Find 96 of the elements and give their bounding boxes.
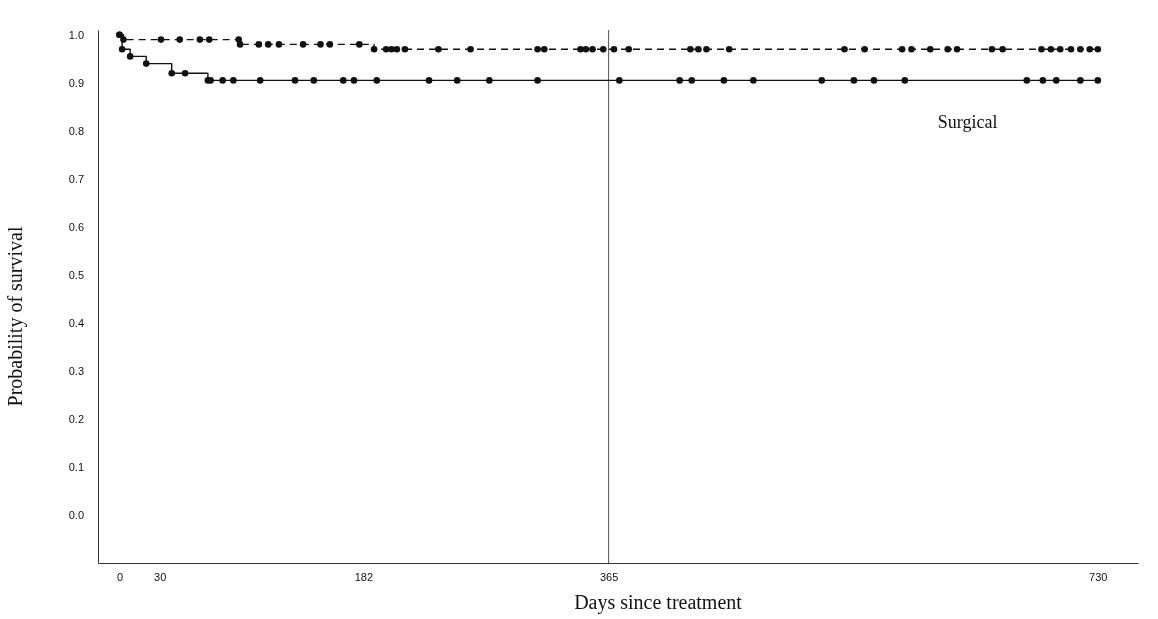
point	[582, 45, 590, 53]
point	[310, 77, 318, 84]
point	[1094, 45, 1102, 53]
point	[540, 45, 548, 53]
point	[370, 45, 378, 53]
point	[534, 77, 541, 84]
point	[898, 45, 906, 53]
point	[388, 45, 395, 53]
point	[168, 69, 176, 77]
point	[841, 45, 848, 53]
point	[687, 45, 694, 53]
point	[577, 45, 584, 53]
x-tick-label: 730	[1089, 570, 1108, 583]
point	[720, 77, 728, 84]
point	[988, 45, 996, 53]
point	[373, 77, 381, 84]
point	[467, 45, 474, 53]
x-tick-label: 30	[154, 570, 167, 583]
point	[275, 41, 283, 48]
point	[356, 41, 363, 48]
point	[453, 77, 461, 84]
point	[299, 41, 307, 48]
point	[393, 45, 401, 53]
point	[126, 53, 134, 60]
point	[1077, 45, 1084, 53]
point	[205, 36, 213, 43]
point	[326, 41, 334, 48]
point	[901, 77, 909, 84]
point	[861, 45, 868, 53]
point	[350, 77, 358, 84]
y-tick-label: 0.9	[68, 76, 84, 89]
point	[230, 77, 237, 84]
point	[1023, 77, 1031, 84]
x-tick-label: 0	[116, 570, 124, 583]
y-tick-label: 0.5	[68, 268, 84, 281]
y-tick-label: 1.0	[68, 28, 84, 41]
point	[236, 41, 244, 48]
point	[317, 41, 324, 48]
point	[181, 69, 189, 77]
point	[725, 45, 733, 53]
point	[850, 77, 858, 84]
point	[610, 45, 618, 53]
point	[255, 41, 263, 48]
point	[625, 45, 633, 53]
point	[589, 45, 596, 53]
y-tick-label: 0.3	[68, 364, 84, 377]
y-axis-title: Probability of survival	[4, 226, 27, 407]
point	[1056, 45, 1064, 53]
y-tick-label: 0.8	[68, 124, 84, 137]
point	[176, 36, 184, 43]
point	[157, 36, 165, 43]
point	[1077, 77, 1084, 84]
point	[926, 45, 934, 53]
x-axis-title: Days since treatment	[574, 591, 743, 614]
point	[1067, 45, 1075, 53]
y-tick-label: 0.2	[68, 412, 84, 425]
point	[435, 45, 442, 53]
point	[750, 77, 757, 84]
y-tick-label: 0.1	[68, 460, 84, 473]
point	[688, 77, 696, 84]
point	[486, 77, 493, 84]
point	[1086, 45, 1094, 53]
x-tick-label: 365	[599, 570, 619, 583]
point	[196, 36, 204, 43]
point	[118, 45, 126, 53]
point	[1039, 77, 1047, 84]
point	[339, 77, 347, 84]
y-tick-label: 0.6	[68, 220, 84, 233]
y-tick-label: 0.4	[68, 316, 84, 329]
point	[534, 45, 541, 53]
y-tick-label: 0.7	[68, 172, 84, 185]
point	[256, 77, 264, 84]
point	[1094, 77, 1102, 84]
point	[425, 77, 433, 84]
point	[908, 45, 915, 53]
point	[695, 45, 702, 53]
x-tick-label: 182	[354, 570, 374, 583]
point	[1038, 45, 1045, 53]
point	[676, 77, 683, 84]
point	[944, 45, 951, 53]
y-tick-label: 0.0	[68, 509, 84, 521]
series-label: Surgical	[937, 112, 998, 133]
point	[264, 41, 272, 48]
point	[1052, 77, 1060, 84]
point	[870, 77, 878, 84]
point	[291, 77, 299, 84]
point	[401, 45, 409, 53]
point	[1047, 45, 1055, 53]
point	[818, 77, 826, 84]
point	[953, 45, 961, 53]
point	[142, 60, 150, 67]
point	[219, 77, 226, 84]
point	[599, 45, 607, 53]
point	[999, 45, 1006, 53]
point	[616, 77, 623, 84]
point	[703, 45, 710, 53]
